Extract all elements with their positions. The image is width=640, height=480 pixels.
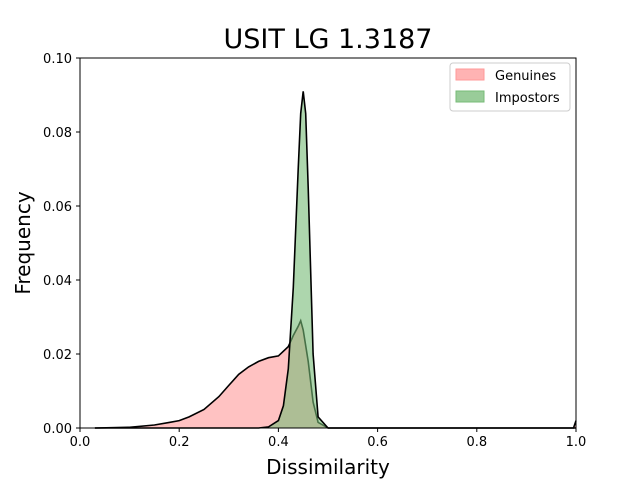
- plot-area: 0.0 0.2 0.4 0.6 0.8 1.0 0.000.020.040.060.080…: [43, 52, 586, 450]
- x-axis-label: Dissimilarity: [266, 455, 390, 479]
- area-genuines: [94, 320, 577, 428]
- x-tick-label: 0.6: [367, 435, 388, 450]
- series-layer: [94, 91, 577, 429]
- legend-swatch-genuines: [455, 68, 485, 81]
- plot-frame: [79, 57, 577, 429]
- y-tick-label: 0.02: [43, 348, 72, 363]
- y-tick-label: 0.10: [43, 52, 72, 67]
- line-genuines: [94, 318, 577, 429]
- x-ticks: 0.0 0.2 0.4 0.6 0.8 1.0: [70, 428, 587, 450]
- area-impostors: [94, 91, 577, 429]
- legend-label-genuines: Genuines: [495, 69, 556, 84]
- legend: Genuines Impostors: [449, 62, 571, 112]
- x-tick-label: 1.0: [566, 435, 587, 450]
- y-axis-label: Frequency: [11, 191, 35, 294]
- legend-swatch-impostors: [455, 90, 485, 103]
- y-tick-label: 0.00: [43, 422, 72, 437]
- y-tick-label: 0.04: [43, 274, 72, 289]
- y-tick-label: 0.08: [43, 126, 72, 141]
- chart-title: USIT LG 1.3187: [224, 24, 433, 55]
- x-tick-label: 0.0: [70, 435, 91, 450]
- y-ticks: 0.00 0.02 0.04 0.06 0.08 0.10: [43, 52, 80, 437]
- x-tick-label: 0.4: [268, 435, 289, 450]
- legend-label-impostors: Impostors: [495, 91, 560, 106]
- line-impostors: [94, 91, 576, 429]
- x-tick-label: 0.8: [466, 435, 487, 450]
- x-tick-label: 0.2: [169, 435, 190, 450]
- y-tick-label: 0.06: [43, 200, 72, 215]
